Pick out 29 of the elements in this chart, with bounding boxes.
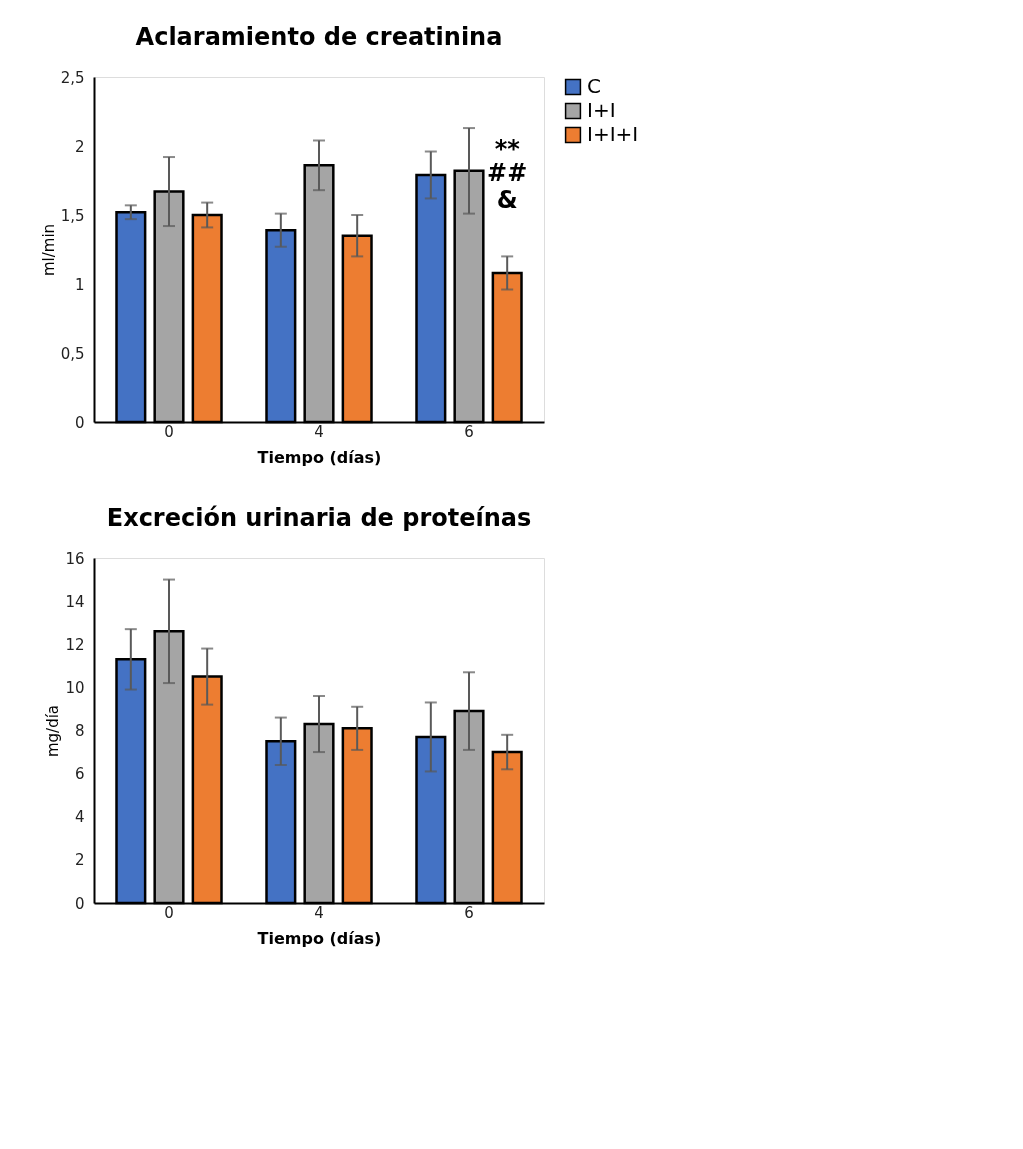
- y-tick-label: 14: [65, 592, 85, 611]
- x-axis-title: Tiempo (días): [257, 447, 382, 467]
- x-tick-label: 4: [314, 422, 324, 441]
- x-tick-label: 4: [314, 903, 324, 922]
- y-axis-title: mg/día: [44, 704, 63, 758]
- chart-title: Excreción urinaria de proteínas: [106, 504, 532, 532]
- x-tick-label: 0: [164, 422, 174, 441]
- x-tick-label: 6: [464, 903, 474, 922]
- x-axis-title: Tiempo (días): [257, 928, 382, 948]
- x-tick-label: 0: [164, 903, 174, 922]
- x-tick-label: 6: [464, 422, 474, 441]
- y-tick-label: 1,5: [60, 206, 85, 225]
- y-tick-label: 10: [65, 678, 85, 697]
- y-tick-label: 6: [74, 765, 85, 784]
- y-tick-label: 1: [74, 275, 85, 294]
- y-axis-title: ml/min: [39, 223, 58, 277]
- y-tick-label: 0,5: [60, 344, 85, 363]
- chart-title: Aclaramiento de creatinina: [135, 23, 503, 51]
- y-tick-label: 2: [74, 137, 85, 156]
- y-tick-label: 4: [74, 808, 85, 827]
- y-tick-label: 2,5: [60, 68, 85, 87]
- y-tick-label: 2: [74, 851, 85, 870]
- legend-label: C: [587, 74, 601, 98]
- y-tick-label: 12: [65, 635, 85, 654]
- annotation: &: [496, 186, 518, 215]
- legend-label: I+I: [587, 98, 616, 122]
- legend-label: I+I+I: [587, 122, 639, 146]
- y-tick-label: 16: [65, 549, 85, 568]
- y-tick-label: 8: [74, 722, 85, 740]
